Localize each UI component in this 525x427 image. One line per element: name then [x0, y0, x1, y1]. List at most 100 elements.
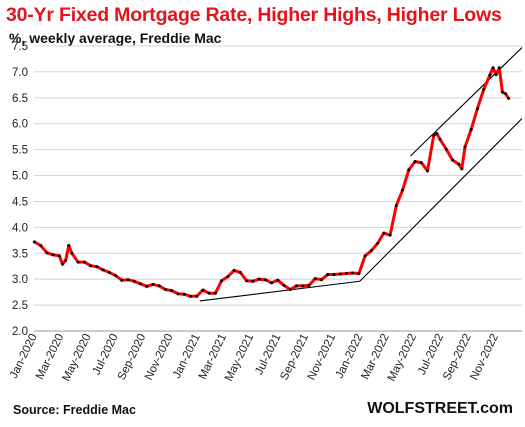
data-point — [61, 262, 65, 266]
data-point — [157, 284, 161, 288]
data-point — [238, 270, 242, 274]
y-tick-label: 7.0 — [12, 67, 28, 79]
data-point — [263, 278, 267, 282]
data-point — [450, 158, 454, 162]
x-tick-label: Jul-2022 — [416, 332, 446, 377]
data-point — [32, 240, 36, 244]
data-point — [332, 273, 336, 277]
data-point — [139, 282, 143, 286]
data-point — [288, 288, 292, 292]
data-point — [114, 274, 118, 278]
data-point — [151, 282, 155, 286]
data-point — [307, 283, 311, 287]
y-tick-label: 2.5 — [12, 300, 28, 312]
data-point — [170, 289, 174, 293]
data-point — [107, 270, 111, 274]
data-point — [95, 265, 99, 269]
data-point — [401, 188, 405, 192]
data-point — [276, 278, 280, 282]
data-point — [163, 288, 167, 292]
data-point — [245, 279, 249, 283]
data-point — [494, 73, 498, 76]
data-point — [45, 251, 49, 255]
data-point — [326, 273, 330, 277]
x-tick-label: Jul-2021 — [253, 332, 283, 377]
data-point — [457, 162, 461, 166]
data-point — [132, 279, 136, 283]
data-point — [357, 271, 361, 275]
data-point — [488, 73, 492, 77]
data-point — [313, 277, 317, 281]
data-point — [126, 278, 130, 282]
data-point — [426, 169, 430, 173]
data-point — [469, 127, 473, 131]
brand-label: WOLFSTREET.com — [367, 400, 513, 417]
data-point — [463, 145, 467, 149]
data-point — [176, 292, 180, 296]
trendline — [410, 47, 523, 157]
y-tick-label: 6.5 — [12, 93, 28, 105]
data-point — [82, 260, 86, 264]
data-point — [491, 66, 495, 70]
data-point — [89, 264, 93, 268]
data-point — [182, 292, 186, 296]
data-point — [70, 251, 74, 255]
series-line — [32, 66, 511, 298]
data-point — [413, 160, 417, 164]
data-point — [294, 284, 298, 288]
chart-subtitle: %, weekly average, Freddie Mac — [9, 30, 222, 46]
data-point — [438, 137, 442, 141]
data-point — [419, 161, 423, 165]
y-tick-label: 6.0 — [12, 119, 28, 131]
data-point — [444, 147, 448, 151]
data-point — [282, 283, 286, 287]
data-point — [195, 294, 199, 298]
data-point — [460, 167, 464, 171]
y-tick-label: 5.5 — [12, 145, 28, 157]
data-point — [376, 241, 380, 245]
data-point — [482, 88, 486, 92]
series — [32, 66, 511, 298]
data-point — [64, 259, 68, 263]
data-point — [507, 96, 511, 100]
data-point — [475, 107, 479, 111]
data-point — [251, 279, 255, 283]
y-tick-label: 3.0 — [12, 274, 28, 286]
data-point — [145, 284, 149, 288]
data-point — [67, 244, 71, 247]
data-point — [207, 291, 211, 295]
data-point — [270, 281, 274, 285]
data-point — [388, 233, 392, 237]
x-tick-labels: Jan-2020Mar-2020May-2020Jul-2020Sep-2020… — [8, 332, 501, 383]
data-point — [51, 253, 55, 257]
data-point — [407, 168, 411, 172]
x-tick-label: Jul-2020 — [91, 332, 121, 377]
data-point — [220, 279, 224, 283]
x-tick-label: May-2021 — [223, 332, 256, 383]
data-point — [39, 244, 43, 247]
data-point — [213, 291, 217, 295]
y-tick-label: 2.0 — [12, 326, 28, 338]
y-tick-labels: 2.0 2.5 3.0 3.5 4.0 4.5 5.0 5.5 6.0 6.5 7.0 7.5 — [12, 41, 28, 338]
data-point — [351, 271, 355, 275]
data-point — [363, 254, 367, 258]
data-point — [504, 92, 508, 96]
data-point — [497, 66, 501, 70]
data-point — [394, 204, 398, 208]
data-point — [201, 288, 205, 292]
data-point — [319, 278, 323, 282]
source-label: Source: Freddie Mac — [13, 403, 136, 417]
data-point — [301, 284, 305, 288]
data-point — [226, 275, 230, 279]
x-tick-label: May-2020 — [60, 332, 93, 383]
data-point — [338, 272, 342, 276]
data-point — [188, 294, 192, 298]
y-tick-label: 4.0 — [12, 222, 28, 234]
data-point — [76, 260, 80, 264]
data-point — [232, 268, 236, 272]
data-point — [57, 254, 61, 258]
y-tick-label: 4.5 — [12, 196, 28, 208]
chart-title: 30-Yr Fixed Mortgage Rate, Higher Highs,… — [6, 4, 502, 26]
y-tick-label: 7.5 — [12, 41, 28, 53]
